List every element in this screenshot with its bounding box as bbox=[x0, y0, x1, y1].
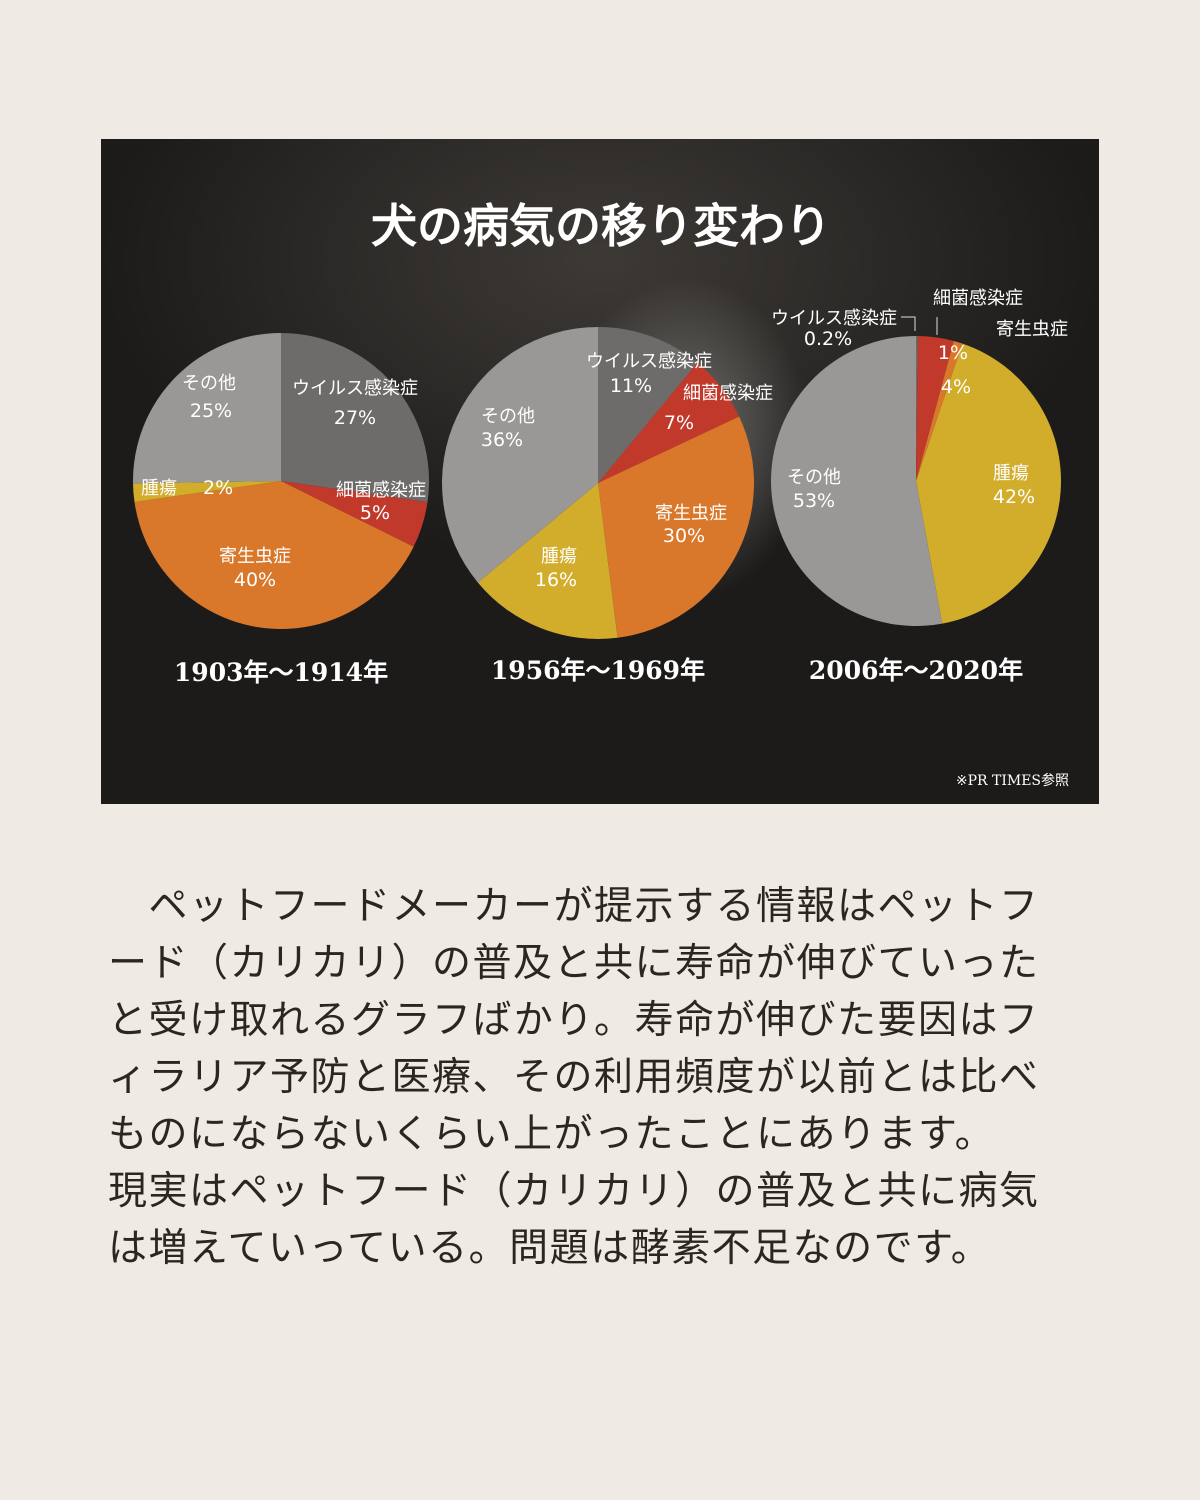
chart-panel: 犬の病気の移り変わり ウイルス感染症 27% 細菌感染症 5% 寄生虫症 40% 腫瘍 2% その… bbox=[101, 139, 1099, 804]
slice-name-label: 寄生虫症 bbox=[996, 319, 1068, 340]
slice-name-label: 細菌感染症 bbox=[933, 288, 1023, 309]
slice-name-label: ウイルス感染症 bbox=[292, 378, 418, 399]
slice-name-label: その他 bbox=[182, 373, 236, 394]
pie-slice bbox=[916, 341, 963, 481]
slice-name-label: 細菌感染症 bbox=[336, 480, 426, 501]
pie-slice bbox=[281, 333, 429, 503]
caption-line: は増えていっている。問題は酵素不足なのです。 bbox=[108, 1226, 992, 1271]
slice-value-label: 53% bbox=[793, 490, 835, 512]
slice-value-label: 30% bbox=[663, 525, 705, 547]
caption-line: 現実はペットフード（カリカリ）の普及と共に病気 bbox=[108, 1169, 1040, 1214]
pie-slice bbox=[133, 333, 281, 484]
leader-line bbox=[901, 316, 916, 331]
slice-value-label: 7% bbox=[664, 412, 694, 434]
pie-slice bbox=[598, 327, 698, 483]
slice-value-label: 40% bbox=[234, 569, 276, 591]
slice-value-label: 2% bbox=[203, 477, 233, 499]
slice-name-label: 腫瘍 bbox=[141, 478, 177, 499]
slice-name-label: ウイルス感染症 bbox=[586, 351, 712, 372]
slice-name-label: ウイルス感染症 bbox=[771, 308, 897, 329]
pie-slice bbox=[133, 481, 281, 503]
source-note: ※PR TIMES参照 bbox=[956, 772, 1069, 789]
pie-slice bbox=[916, 335, 918, 481]
slice-value-label: 36% bbox=[481, 429, 523, 451]
pie-slice bbox=[598, 362, 740, 483]
slice-value-label: 0.2% bbox=[804, 328, 852, 350]
pie-slice bbox=[771, 336, 943, 626]
slice-name-label: 寄生虫症 bbox=[219, 546, 291, 567]
slice-name-label: 寄生虫症 bbox=[655, 503, 727, 524]
slice-name-label: 腫瘍 bbox=[993, 463, 1029, 484]
slice-name-label: その他 bbox=[481, 406, 535, 427]
slice-value-label: 5% bbox=[360, 502, 390, 524]
pie-slice bbox=[916, 336, 954, 481]
period-label: 1956年〜1969年 bbox=[491, 656, 705, 685]
pie-slice bbox=[441, 327, 598, 583]
chart-title: 犬の病気の移り変わり bbox=[371, 199, 831, 253]
caption-line: ペットフードメーカーが提示する情報はペットフ bbox=[108, 884, 1040, 929]
slice-name-label: 細菌感染症 bbox=[683, 383, 773, 404]
caption-line: ものにならないくらい上がったことにあります。 bbox=[108, 1112, 996, 1157]
slice-value-label: 11% bbox=[610, 375, 652, 397]
slice-value-label: 4% bbox=[941, 376, 971, 398]
slice-value-label: 27% bbox=[334, 407, 376, 429]
slice-name-label: 腫瘍 bbox=[541, 546, 577, 567]
slice-value-label: 16% bbox=[535, 569, 577, 591]
caption-line: ード（カリカリ）の普及と共に寿命が伸びていった bbox=[108, 941, 1040, 986]
pie-slice bbox=[281, 481, 428, 547]
period-label: 2006年〜2020年 bbox=[809, 656, 1023, 685]
pie-slice bbox=[134, 481, 414, 629]
caption-text: ペットフードメーカーが提示する情報はペットフ ード（カリカリ）の普及と共に寿命が… bbox=[108, 878, 1108, 1277]
caption-line: と受け取れるグラフばかり。寿命が伸びた要因はフ bbox=[108, 998, 1040, 1043]
slice-name-label: その他 bbox=[787, 467, 841, 488]
slice-value-label: 42% bbox=[993, 486, 1035, 508]
caption-line: ィラリア予防と医療、その利用頻度が以前とは比べ bbox=[108, 1055, 1040, 1100]
pie-slice bbox=[916, 343, 1062, 624]
slice-value-label: 1% bbox=[938, 342, 968, 364]
slice-value-label: 25% bbox=[190, 400, 232, 422]
pie-slice bbox=[477, 483, 618, 639]
pie-slice bbox=[598, 416, 754, 638]
period-label: 1903年〜1914年 bbox=[174, 658, 388, 687]
